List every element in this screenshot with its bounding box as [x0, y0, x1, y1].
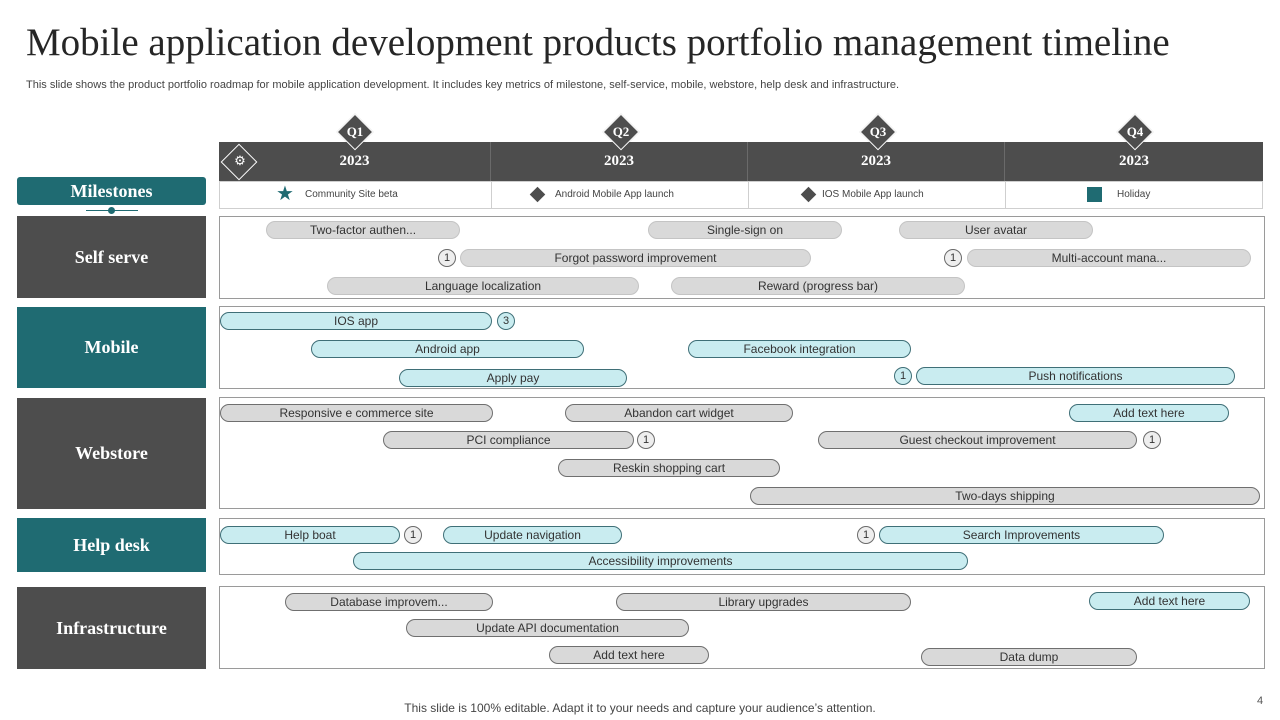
quarter-3-year: 2023 [748, 142, 1005, 181]
legend-text: IOS Mobile App launch [822, 189, 924, 200]
count-badge: 1 [1143, 431, 1161, 449]
legend-text: Community Site beta [305, 189, 398, 200]
task-bar[interactable]: User avatar [899, 221, 1093, 239]
count-badge: 1 [944, 249, 962, 267]
task-bar[interactable]: Guest checkout improvement [818, 431, 1137, 449]
task-bar[interactable]: Reward (progress bar) [671, 277, 965, 295]
row-label-self-serve: Self serve [17, 216, 206, 298]
task-bar[interactable]: Apply pay [399, 369, 627, 387]
task-bar[interactable]: Data dump [921, 648, 1137, 666]
quarter-2-year: 2023 [491, 142, 748, 181]
quarter-4-year: 2023 [1119, 153, 1149, 169]
task-bar[interactable]: Database improvem... [285, 593, 493, 611]
quarter-1-label: Q1 [346, 124, 364, 139]
row-webstore: Responsive e commerce site Abandon cart … [219, 397, 1265, 509]
page-number: 4 [1257, 695, 1264, 707]
task-bar[interactable]: Reskin shopping cart [558, 459, 780, 477]
page-subtitle: This slide shows the product portfolio r… [26, 79, 900, 91]
quarter-3-label: Q3 [869, 124, 887, 139]
legend-item: Holiday [1006, 182, 1264, 208]
task-bar[interactable]: Update navigation [443, 526, 622, 544]
task-bar[interactable]: Search Improvements [879, 526, 1164, 544]
count-badge: 1 [637, 431, 655, 449]
milestones-label: Milestones [17, 177, 206, 205]
task-bar[interactable]: Accessibility improvements [353, 552, 968, 570]
task-bar[interactable]: Two-factor authen... [266, 221, 460, 239]
quarter-4-label: Q4 [1126, 124, 1144, 139]
milestone-legend: ★ Community Site beta Android Mobile App… [219, 181, 1263, 209]
task-bar[interactable]: Add text here [1069, 404, 1229, 422]
task-bar[interactable]: IOS app [220, 312, 492, 330]
quarter-header: 2023 2023 2023 2023 [219, 142, 1263, 181]
row-label-mobile: Mobile [17, 307, 206, 388]
square-icon [1087, 187, 1102, 202]
task-bar[interactable]: Add text here [1089, 592, 1250, 610]
legend-item: IOS Mobile App launch [749, 182, 1006, 208]
task-bar[interactable]: Facebook integration [688, 340, 911, 358]
task-bar[interactable]: Android app [311, 340, 584, 358]
task-bar[interactable]: Push notifications [916, 367, 1235, 385]
task-bar[interactable]: Add text here [549, 646, 709, 664]
legend-item: Android Mobile App launch [492, 182, 749, 208]
page-title: Mobile application development products … [26, 21, 1170, 64]
task-bar[interactable]: Library upgrades [616, 593, 911, 611]
row-self-serve: Two-factor authen... Single-sign on User… [219, 216, 1265, 299]
briefcase-glyph: ⚙ [234, 153, 246, 168]
row-label-help-desk: Help desk [17, 518, 206, 572]
task-bar[interactable]: Single-sign on [648, 221, 842, 239]
diamond-icon [800, 186, 817, 203]
count-badge: 1 [404, 526, 422, 544]
quarter-1-year: 2023 [219, 142, 491, 181]
row-mobile: IOS app 3 Android app Facebook integrati… [219, 306, 1265, 389]
task-bar[interactable]: Multi-account mana... [967, 249, 1251, 267]
count-badge: 1 [857, 526, 875, 544]
task-bar[interactable]: Abandon cart widget [565, 404, 793, 422]
count-badge: 1 [894, 367, 912, 385]
count-badge: 3 [497, 312, 515, 330]
row-infrastructure: Database improvem... Library upgrades Ad… [219, 586, 1265, 669]
legend-item: ★ Community Site beta [220, 182, 492, 208]
task-bar[interactable]: Update API documentation [406, 619, 689, 637]
task-bar[interactable]: Language localization [327, 277, 639, 295]
legend-text: Holiday [1117, 189, 1151, 200]
diamond-icon [529, 186, 546, 203]
task-bar[interactable]: Two-days shipping [750, 487, 1260, 505]
row-label-webstore: Webstore [17, 398, 206, 509]
task-bar[interactable]: Help boat [220, 526, 400, 544]
milestones-dot [108, 207, 115, 214]
task-bar[interactable]: Forgot password improvement [460, 249, 811, 267]
count-badge: 1 [438, 249, 456, 267]
footer-note: This slide is 100% editable. Adapt it to… [404, 701, 876, 715]
legend-text: Android Mobile App launch [555, 189, 674, 200]
task-bar[interactable]: PCI compliance [383, 431, 634, 449]
row-help-desk: Help boat 1 Update navigation 1 Search I… [219, 518, 1265, 575]
task-bar[interactable]: Responsive e commerce site [220, 404, 493, 422]
star-icon: ★ [276, 183, 294, 205]
quarter-2-label: Q2 [612, 124, 630, 139]
row-label-infrastructure: Infrastructure [17, 587, 206, 669]
